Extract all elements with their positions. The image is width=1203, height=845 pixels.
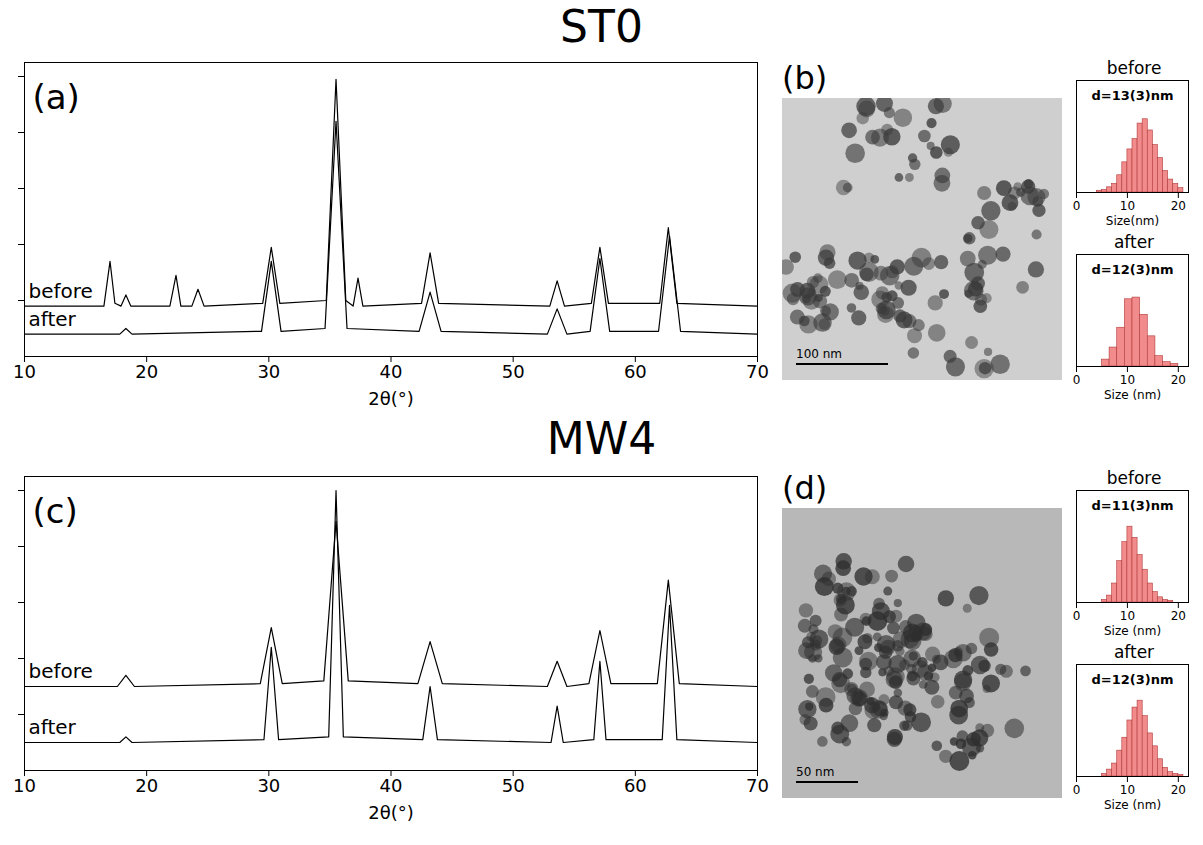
svg-text:Size(nm): Size(nm) [1106, 214, 1159, 228]
svg-text:70: 70 [746, 775, 769, 796]
svg-text:Size (nm): Size (nm) [1104, 388, 1161, 402]
svg-text:60: 60 [624, 775, 647, 796]
svg-text:before: before [29, 279, 93, 303]
svg-text:20: 20 [1171, 199, 1186, 213]
svg-text:20: 20 [1171, 373, 1186, 387]
svg-text:40: 40 [380, 775, 403, 796]
svg-text:0: 0 [1073, 373, 1081, 387]
svg-text:40: 40 [380, 361, 403, 382]
html-text:before: before [1106, 468, 1162, 488]
svg-text:(a): (a) [33, 77, 80, 117]
svg-text:20: 20 [135, 361, 158, 382]
svg-text:before: before [29, 659, 93, 683]
svg-text:10: 10 [1120, 373, 1135, 387]
svg-text:10: 10 [13, 775, 36, 796]
svg-text:2θ(°): 2θ(°) [368, 388, 414, 409]
html-text:(b): (b) [782, 59, 828, 97]
svg-text:d=12(3)nm: d=12(3)nm [1091, 262, 1173, 277]
html-text:ST0: ST0 [560, 1, 643, 52]
html-text:MW4: MW4 [546, 413, 657, 464]
svg-text:after: after [29, 715, 77, 739]
html-text:after: after [1113, 232, 1155, 252]
svg-text:60: 60 [624, 361, 647, 382]
svg-text:0: 0 [1073, 783, 1081, 797]
svg-text:0: 0 [1073, 199, 1081, 213]
html-text:before: before [1106, 58, 1162, 78]
svg-text:after: after [29, 307, 77, 331]
svg-text:0: 0 [1073, 609, 1081, 623]
svg-text:100 nm: 100 nm [796, 347, 842, 361]
svg-text:d=12(3)nm: d=12(3)nm [1091, 672, 1173, 687]
html-text:(d): (d) [782, 469, 828, 507]
svg-text:10: 10 [1120, 199, 1135, 213]
svg-text:50: 50 [502, 775, 525, 796]
svg-text:20: 20 [1171, 783, 1186, 797]
svg-text:20: 20 [135, 775, 158, 796]
svg-text:d=13(3)nm: d=13(3)nm [1091, 88, 1173, 103]
svg-text:10: 10 [1120, 783, 1135, 797]
svg-text:10: 10 [13, 361, 36, 382]
svg-text:30: 30 [257, 361, 280, 382]
svg-text:70: 70 [746, 361, 769, 382]
svg-text:50: 50 [502, 361, 525, 382]
svg-text:(c): (c) [33, 491, 78, 531]
svg-text:Size (nm): Size (nm) [1104, 624, 1161, 638]
svg-text:2θ(°): 2θ(°) [368, 802, 414, 823]
svg-text:Size (nm): Size (nm) [1104, 798, 1161, 812]
svg-text:d=11(3)nm: d=11(3)nm [1091, 498, 1173, 513]
svg-text:20: 20 [1171, 609, 1186, 623]
svg-text:10: 10 [1120, 609, 1135, 623]
svg-text:30: 30 [257, 775, 280, 796]
html-text:after: after [1113, 642, 1155, 662]
svg-text:50 nm: 50 nm [796, 765, 834, 779]
